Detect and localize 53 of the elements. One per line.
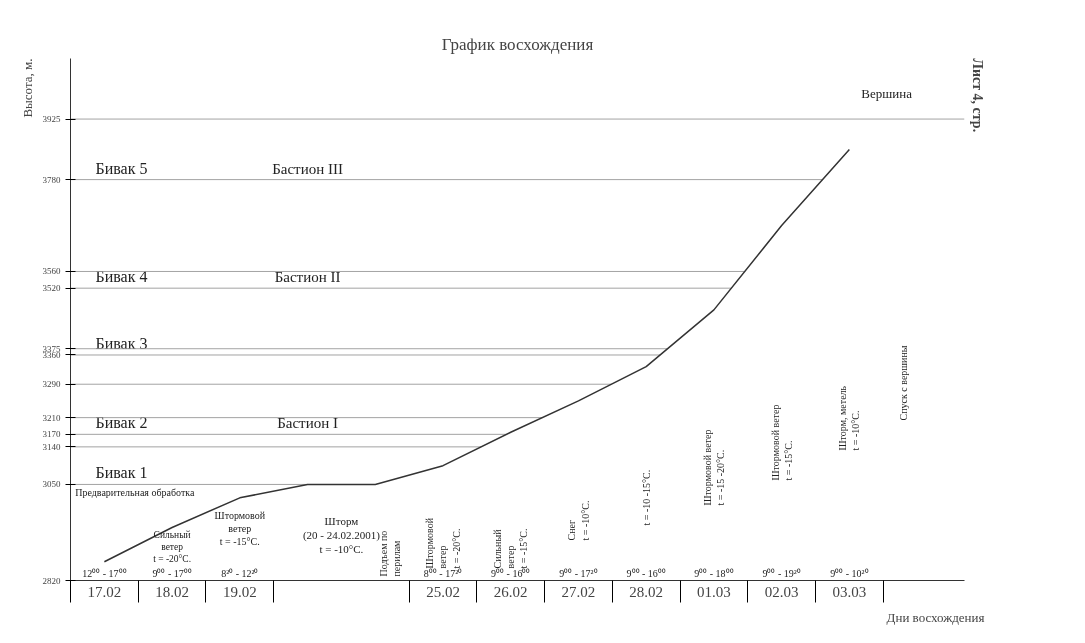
annotation: Штормовой ветер t = -15 -20°C. xyxy=(701,429,727,506)
text: 9⁰⁰ - 10²⁰ xyxy=(830,567,869,579)
annotation: 9⁰⁰ - 16⁰⁰ xyxy=(626,567,666,579)
x-tick-label: 26.02 xyxy=(493,583,528,600)
y-tick-label: 2820 xyxy=(42,575,61,586)
ref-line-label: Бивак 2 xyxy=(95,414,148,432)
annotation: Бастион I xyxy=(277,415,338,432)
y-tick-label: 3050 xyxy=(42,479,61,490)
ref-line-label: Бивак 3 xyxy=(95,335,148,352)
y-tick-label: 3520 xyxy=(42,283,61,294)
annotation: Снег t = -10°C. xyxy=(566,500,591,541)
annotation: 9⁰⁰ - 19²⁰ xyxy=(762,567,801,579)
y-tick-label: 3140 xyxy=(42,441,61,452)
x-tick-label: 17.02 xyxy=(87,583,122,600)
annotation: Бастион II xyxy=(274,269,341,286)
y-tick-label: 3170 xyxy=(42,429,61,440)
ref-line-label: Бивак 1 xyxy=(95,464,148,482)
annotation: Шторм (20 - 24.02.2001) t = -10°C. xyxy=(302,514,381,556)
x-tick-label: 03.03 xyxy=(832,583,867,600)
x-tick-label: 28.02 xyxy=(629,583,664,600)
y-tick-label: 3290 xyxy=(42,379,61,390)
y-tick-label: 3560 xyxy=(42,266,61,277)
annotation: Сильный ветер t = -15°C. xyxy=(492,528,530,569)
x-tick-label: 01.03 xyxy=(697,583,731,600)
annotation: Штормовой ветер t = -15°C. xyxy=(769,404,794,481)
ref-line-label: Бивак 5 xyxy=(95,159,148,177)
y-tick-label: 3780 xyxy=(42,174,61,185)
annotation: Штормовой ветер t = -15°C. xyxy=(214,510,266,548)
x-tick-label: 27.02 xyxy=(561,583,596,600)
text: Лист 4, стр. xyxy=(969,58,985,133)
ref-line-label: Бивак 4 xyxy=(95,268,148,286)
x-axis-title: Дни восхождения xyxy=(886,609,985,625)
y-tick-label: 3925 xyxy=(42,114,61,125)
x-tick-label: 02.03 xyxy=(764,583,799,600)
annotation: Бастион III xyxy=(272,160,343,177)
annotation: Сильный ветер t = -20°C. xyxy=(153,529,192,564)
x-tick-label: 18.02 xyxy=(155,583,189,600)
y-tick-label: 3210 xyxy=(42,412,61,423)
annotation: 9⁰⁰ - 17⁰⁰ xyxy=(152,567,192,579)
annotation: 8²⁰ - 12²⁰ xyxy=(221,567,259,579)
annotation: 9⁰⁰ - 17²⁰ xyxy=(559,567,598,579)
annotation: Предварительная обработка xyxy=(75,486,196,498)
text: Вершина xyxy=(861,85,913,101)
x-tick-label: 19.02 xyxy=(222,583,257,600)
x-tick-label: 25.02 xyxy=(426,583,460,600)
annotation: Штормовой ветер t = -20°C. xyxy=(424,517,462,569)
y-axis-title: Высота, м. xyxy=(19,58,35,118)
text: Спуск с вершины xyxy=(898,345,910,421)
chart-title: График восхождения xyxy=(441,34,594,54)
annotation: t = -10 -15°C. xyxy=(640,469,652,526)
annotation: 9⁰⁰ - 18⁰⁰ xyxy=(694,567,734,579)
annotation: 12⁰⁰ - 17⁰⁰ xyxy=(82,567,127,579)
text: Шторм, метель t = -10°C. xyxy=(837,385,862,451)
